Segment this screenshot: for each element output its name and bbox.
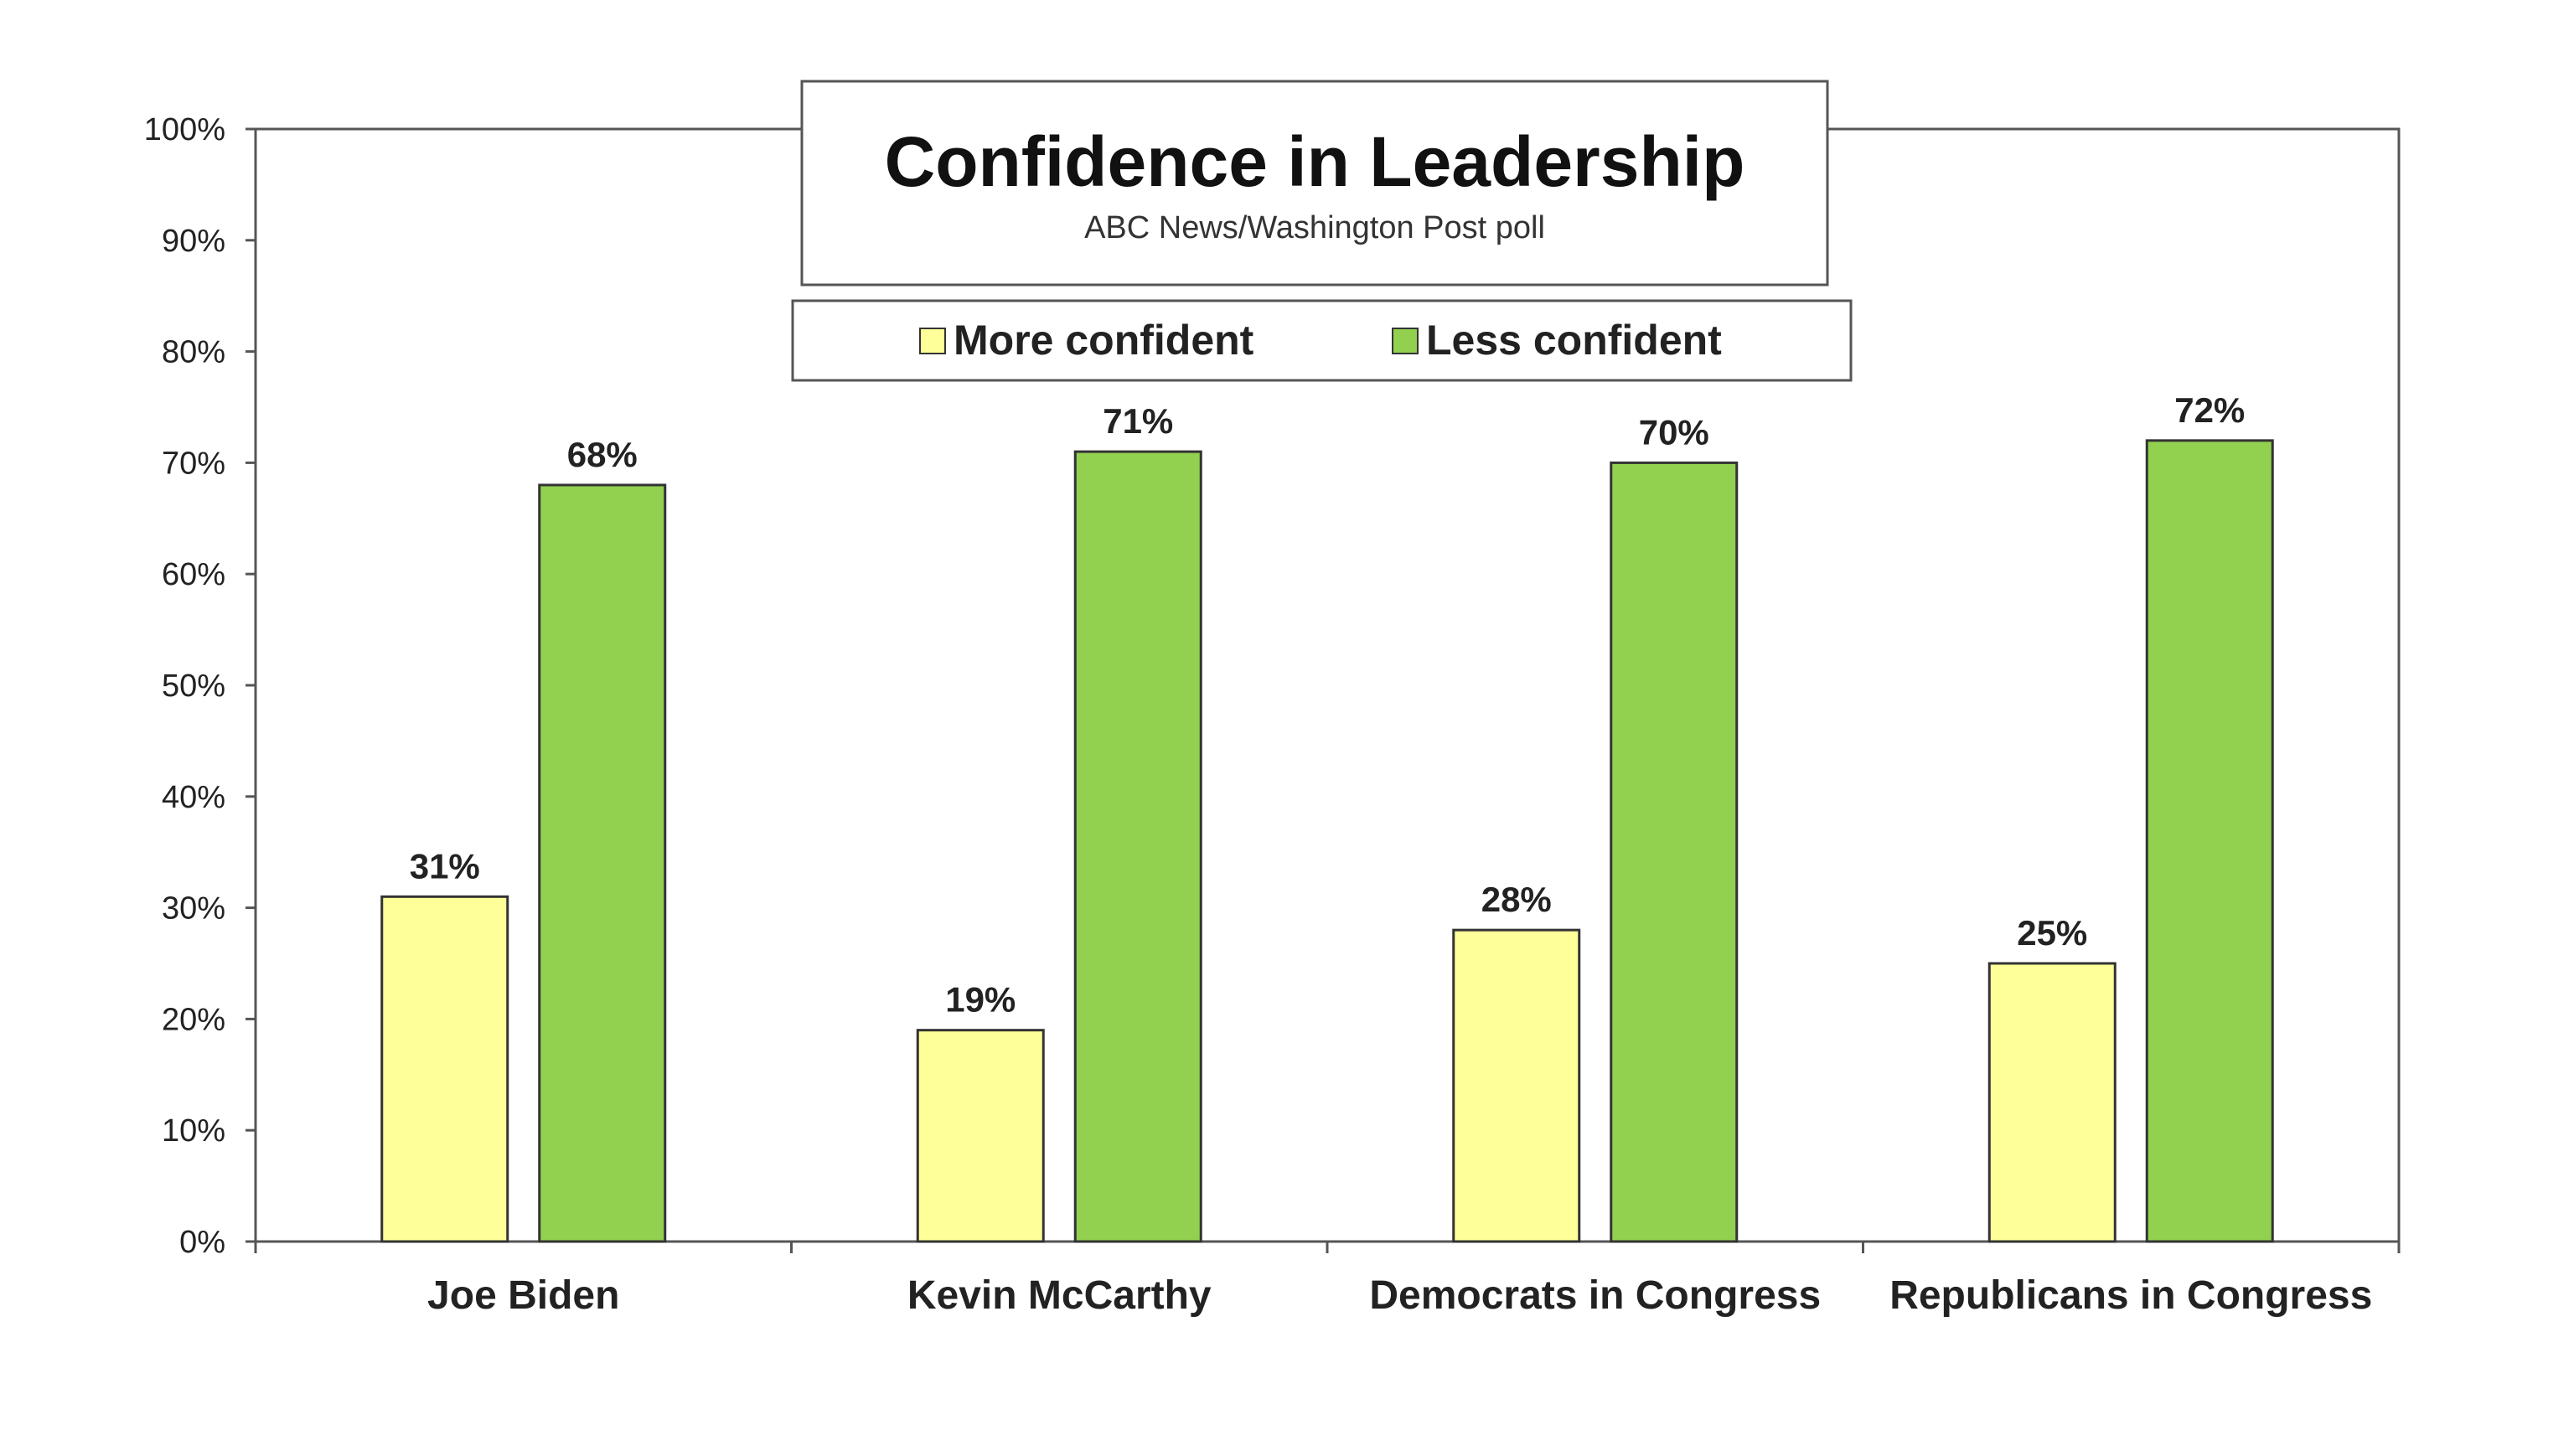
bar-more-confident-democrats-in-congress — [1452, 928, 1581, 1243]
data-label-less-confident-joe-biden: 68% — [567, 435, 638, 474]
x-category-label-joe-biden: Joe Biden — [427, 1273, 619, 1318]
x-category-label-kevin-mccarthy: Kevin McCarthy — [907, 1273, 1212, 1318]
y-tick-label: 10% — [162, 1113, 225, 1149]
y-tick-label: 30% — [162, 891, 225, 927]
data-label-more-confident-republicans-in-congress: 25% — [2017, 913, 2087, 953]
data-label-less-confident-democrats-in-congress: 70% — [1639, 412, 1709, 452]
bar-less-confident-joe-biden — [538, 483, 667, 1243]
bar-less-confident-republicans-in-congress — [2145, 439, 2274, 1243]
title-box: Confidence in Leadership ABC News/Washin… — [800, 80, 1829, 287]
x-category-label-democrats-in-congress: Democrats in Congress — [1369, 1273, 1821, 1318]
data-label-more-confident-joe-biden: 31% — [410, 846, 480, 885]
y-axis: 0% 10% 20% 30% 40% 50% 60% 70% 80% 90% 100% — [144, 112, 256, 1260]
legend-label-less-confident: Less confident — [1426, 317, 1722, 364]
x-category-label-republicans-in-congress: Republicans in Congress — [1889, 1273, 2372, 1318]
y-tick-label: 100% — [144, 112, 225, 147]
data-label-more-confident-kevin-mccarthy: 19% — [945, 980, 1016, 1020]
legend-swatch-more-confident — [919, 328, 946, 354]
data-labels-group: 31% 68% 19% 71% 28% 70% 25% 72% — [410, 390, 2246, 1020]
data-label-less-confident-kevin-mccarthy: 71% — [1103, 401, 1173, 441]
legend-label-more-confident: More confident — [954, 317, 1254, 364]
legend-swatch-less-confident — [1392, 328, 1419, 354]
legend: More confident Less confident — [791, 299, 1853, 382]
x-axis: Joe Biden Kevin McCarthy Democrats in Cong… — [254, 1242, 2401, 1318]
chart-title: Confidence in Leadership — [885, 122, 1745, 201]
y-tick-label: 60% — [162, 557, 225, 592]
bar-less-confident-kevin-mccarthy — [1073, 450, 1202, 1243]
data-label-more-confident-democrats-in-congress: 28% — [1481, 880, 1552, 919]
y-tick-label: 70% — [162, 446, 225, 481]
y-tick-label: 0% — [179, 1225, 225, 1260]
bars-group — [380, 439, 2274, 1243]
title-frame — [800, 80, 1829, 287]
bar-more-confident-republicans-in-congress — [1987, 962, 2117, 1243]
y-tick-label: 40% — [162, 780, 225, 815]
bar-more-confident-joe-biden — [380, 895, 509, 1243]
bar-more-confident-kevin-mccarthy — [916, 1029, 1045, 1243]
y-tick-label: 80% — [162, 335, 225, 370]
y-tick-label: 50% — [162, 669, 225, 704]
legend-frame — [791, 299, 1853, 382]
data-label-less-confident-republicans-in-congress: 72% — [2174, 390, 2245, 430]
bar-less-confident-democrats-in-congress — [1610, 461, 1739, 1243]
y-tick-label: 90% — [162, 224, 225, 259]
chart-subtitle: ABC News/Washington Post poll — [1084, 210, 1545, 245]
y-tick-label: 20% — [162, 1002, 225, 1037]
